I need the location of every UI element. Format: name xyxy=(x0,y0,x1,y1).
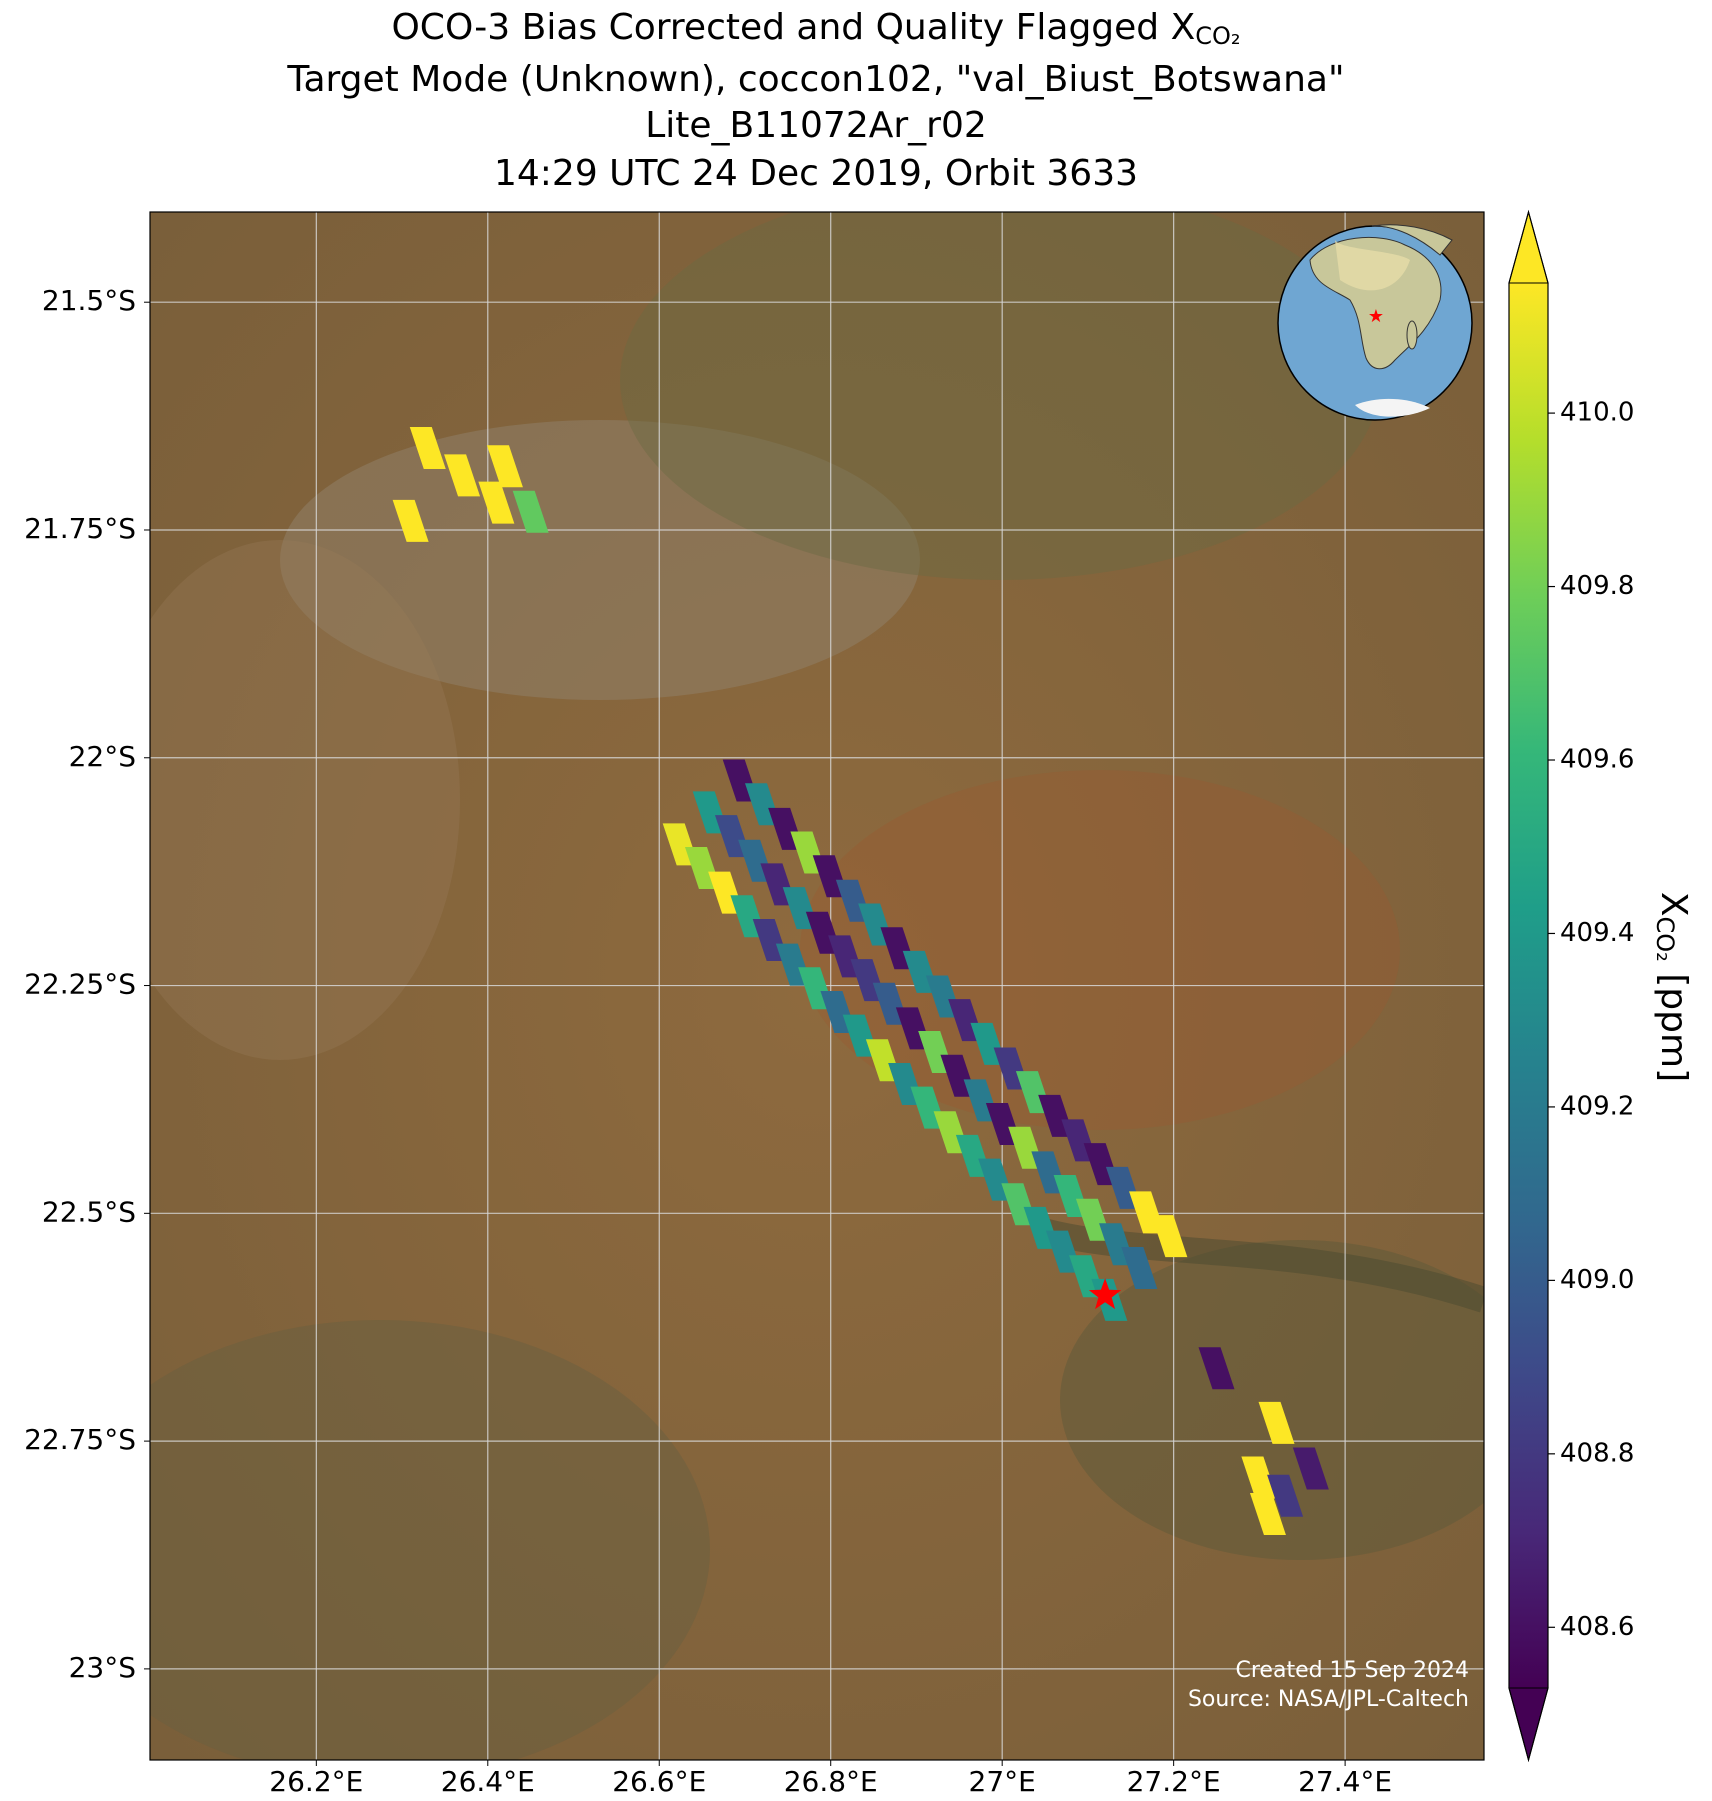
footprint xyxy=(1249,1492,1286,1535)
subtitle: Lite_B11072Ar_r02 xyxy=(645,105,987,146)
globe-madagascar xyxy=(1406,320,1418,350)
y-tick-label: 21.75°S xyxy=(24,512,136,545)
footprint xyxy=(478,481,515,524)
colorbar-tick-label: 409.0 xyxy=(1560,1265,1634,1295)
colorbar-tick-label: 409.8 xyxy=(1560,571,1634,601)
colorbar-label-subscript: CO₂ xyxy=(1651,917,1679,962)
y-tick-label: 22.75°S xyxy=(24,1423,136,1456)
footprint xyxy=(1292,1447,1329,1490)
title-text: OCO-3 Bias Corrected and Quality Flagged… xyxy=(391,7,1195,48)
title-subscript: CO₂ xyxy=(1195,22,1240,50)
x-tick-label: 27.2°E xyxy=(1127,1765,1221,1798)
footprint xyxy=(444,454,481,497)
y-tick-label: 23°S xyxy=(69,1651,136,1684)
salt-pan xyxy=(280,420,920,700)
colorbar-tick-label: 408.6 xyxy=(1560,1612,1634,1642)
inset-globe: ★ xyxy=(1277,224,1473,421)
colorbar: 408.6 408.8 409.0 409.2 409.4 409.6 409.8 410.0 xyxy=(1508,209,1634,1763)
chart-title: OCO-3 Bias Corrected and Quality Flagged… xyxy=(391,7,1240,50)
x-tick-label: 26.4°E xyxy=(441,1765,535,1798)
globe-sahara xyxy=(1335,240,1410,291)
footprint xyxy=(1151,1215,1188,1258)
annotation: Source: NASA/JPL-Caltech xyxy=(1188,1687,1469,1712)
y-tick-label: 22.5°S xyxy=(42,1195,136,1228)
colorbar-tick-label: 410.0 xyxy=(1560,398,1634,428)
colorbar-outline xyxy=(1508,209,1549,1763)
colorbar-label-units: [ppm] xyxy=(1653,962,1694,1082)
vegetation xyxy=(1060,1240,1484,1560)
red-soil xyxy=(800,770,1400,1130)
footprint xyxy=(1121,1246,1158,1289)
footprint xyxy=(409,426,446,469)
vegetation xyxy=(620,212,1380,580)
footprint xyxy=(512,490,549,533)
footprint xyxy=(392,499,429,542)
colorbar-body xyxy=(1509,283,1548,1688)
globe-land xyxy=(1371,224,1453,256)
x-tick-label: 27.4°E xyxy=(1298,1765,1392,1798)
footprint xyxy=(1258,1401,1295,1444)
colorbar-tick-label: 409.4 xyxy=(1560,918,1634,948)
footprint xyxy=(1198,1347,1235,1390)
vegetation xyxy=(150,1320,710,1760)
x-tick-label: 27°E xyxy=(969,1765,1036,1798)
colorbar-extend-min xyxy=(1508,1687,1549,1762)
colorbar-label-text: X xyxy=(1653,892,1694,917)
site-marker xyxy=(1088,1278,1122,1310)
y-tick-label: 21.5°S xyxy=(42,284,136,317)
x-tick-label: 26.8°E xyxy=(784,1765,878,1798)
x-tick-label: 26.6°E xyxy=(612,1765,706,1798)
ridge xyxy=(1036,1217,1484,1313)
colorbar-extend-max xyxy=(1508,210,1549,284)
globe-antarctica xyxy=(1355,398,1430,417)
footprint xyxy=(1241,1456,1278,1499)
colorbar-tick-label: 409.6 xyxy=(1560,745,1634,775)
footprint xyxy=(1267,1474,1304,1517)
subtitle: 14:29 UTC 24 Dec 2019, Orbit 3633 xyxy=(494,153,1138,194)
y-tick-label: 22°S xyxy=(69,740,136,773)
footprint xyxy=(486,445,523,488)
globe-site: ★ xyxy=(1368,306,1384,327)
colorbar-tick-label: 409.2 xyxy=(1560,1091,1634,1121)
y-tick-label: 22.25°S xyxy=(24,968,136,1001)
colorbar-tick-label: 408.8 xyxy=(1560,1438,1634,1468)
x-tick-label: 26.2°E xyxy=(269,1765,363,1798)
subtitle: Target Mode (Unknown), coccon102, "val_B… xyxy=(286,59,1344,100)
bare-soil xyxy=(150,540,460,1060)
annotation: Created 15 Sep 2024 xyxy=(1236,1658,1470,1683)
colorbar-label: XCO₂ [ppm] xyxy=(1651,892,1694,1082)
footprints xyxy=(392,426,1329,1535)
